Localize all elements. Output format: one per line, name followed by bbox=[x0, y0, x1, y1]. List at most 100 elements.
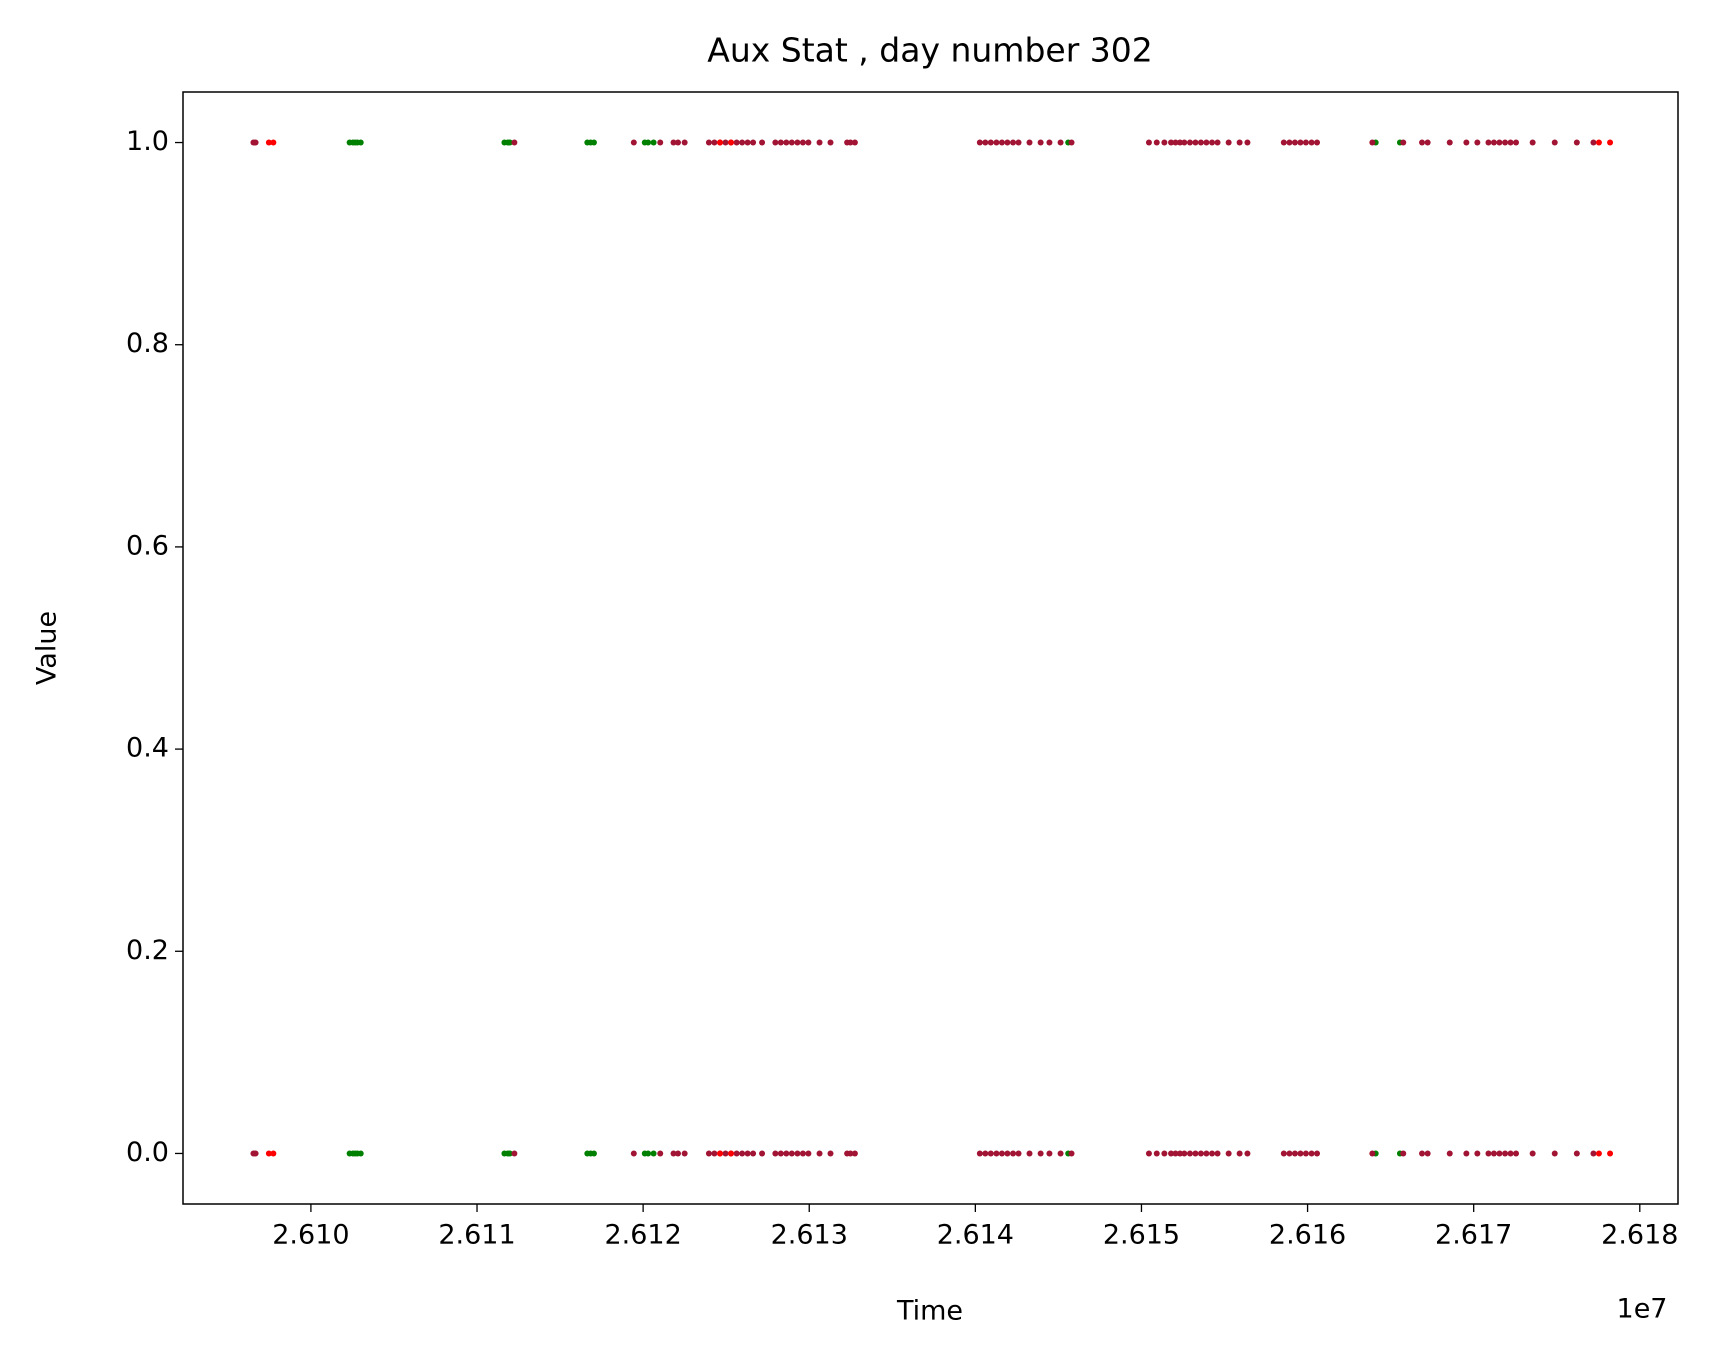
point bbox=[1291, 1150, 1298, 1157]
point bbox=[1297, 139, 1304, 146]
x-tick-label: 2.613 bbox=[771, 1220, 848, 1251]
point bbox=[670, 1150, 677, 1157]
point bbox=[1203, 1150, 1210, 1157]
point bbox=[1551, 1150, 1558, 1157]
point bbox=[675, 1150, 682, 1157]
point bbox=[1424, 1150, 1431, 1157]
point bbox=[1513, 139, 1520, 146]
point bbox=[976, 139, 983, 146]
point bbox=[645, 1150, 652, 1157]
point bbox=[1507, 139, 1514, 146]
point bbox=[998, 1150, 1005, 1157]
point bbox=[1286, 139, 1293, 146]
point bbox=[1590, 139, 1597, 146]
y-tick-label: 1.0 bbox=[126, 126, 169, 157]
point bbox=[788, 1150, 795, 1157]
x-tick-label: 2.618 bbox=[1601, 1220, 1678, 1251]
y-tick-label: 0.6 bbox=[126, 530, 169, 561]
x-axis-label: Time bbox=[896, 1296, 963, 1327]
point bbox=[1015, 139, 1022, 146]
y-tick-label: 0.8 bbox=[126, 328, 169, 359]
point bbox=[982, 1150, 989, 1157]
point bbox=[270, 139, 277, 146]
point bbox=[1485, 1150, 1492, 1157]
point bbox=[1209, 139, 1216, 146]
point bbox=[987, 1150, 994, 1157]
point bbox=[1057, 1150, 1064, 1157]
point bbox=[717, 139, 724, 146]
point bbox=[733, 1150, 740, 1157]
point bbox=[982, 139, 989, 146]
y-tick-label: 0.2 bbox=[126, 935, 169, 966]
point bbox=[728, 1150, 735, 1157]
point bbox=[1026, 139, 1033, 146]
point bbox=[1424, 139, 1431, 146]
point bbox=[847, 1150, 854, 1157]
point bbox=[1286, 1150, 1293, 1157]
point bbox=[788, 139, 795, 146]
y-tick-label: 0.0 bbox=[126, 1137, 169, 1168]
point bbox=[1192, 139, 1199, 146]
point bbox=[783, 1150, 790, 1157]
point bbox=[1496, 139, 1503, 146]
point bbox=[744, 1150, 751, 1157]
point bbox=[750, 139, 757, 146]
point bbox=[1068, 1150, 1075, 1157]
point bbox=[1214, 139, 1221, 146]
point bbox=[1203, 139, 1210, 146]
point bbox=[1236, 1150, 1243, 1157]
point bbox=[1186, 139, 1193, 146]
point bbox=[1168, 1150, 1175, 1157]
point bbox=[805, 1150, 812, 1157]
point bbox=[1400, 1150, 1407, 1157]
point bbox=[265, 1150, 272, 1157]
point bbox=[1145, 139, 1152, 146]
point bbox=[357, 139, 364, 146]
point bbox=[1026, 1150, 1033, 1157]
point bbox=[670, 139, 677, 146]
point bbox=[1145, 1150, 1152, 1157]
point bbox=[1496, 1150, 1503, 1157]
point bbox=[1308, 1150, 1315, 1157]
point bbox=[1297, 1150, 1304, 1157]
point bbox=[1197, 139, 1204, 146]
y-axis-label: Value bbox=[32, 611, 63, 685]
point bbox=[1573, 139, 1580, 146]
point bbox=[1595, 139, 1602, 146]
point bbox=[711, 1150, 718, 1157]
point bbox=[1046, 1150, 1053, 1157]
point bbox=[675, 139, 682, 146]
point bbox=[1513, 1150, 1520, 1157]
point bbox=[1474, 1150, 1481, 1157]
point bbox=[511, 1150, 518, 1157]
point bbox=[681, 1150, 688, 1157]
point bbox=[794, 139, 801, 146]
point bbox=[777, 1150, 784, 1157]
x-tick-label: 2.615 bbox=[1103, 1220, 1180, 1251]
point bbox=[1010, 1150, 1017, 1157]
point bbox=[1463, 139, 1470, 146]
point bbox=[794, 1150, 801, 1157]
point bbox=[1244, 1150, 1251, 1157]
point bbox=[847, 139, 854, 146]
x-tick-label: 2.617 bbox=[1435, 1220, 1512, 1251]
point bbox=[1037, 139, 1044, 146]
point bbox=[1490, 1150, 1497, 1157]
point bbox=[1172, 139, 1179, 146]
point bbox=[1236, 139, 1243, 146]
point bbox=[1502, 1150, 1509, 1157]
point bbox=[998, 139, 1005, 146]
point bbox=[1302, 1150, 1309, 1157]
x-tick-label: 2.612 bbox=[604, 1220, 681, 1251]
point bbox=[728, 139, 735, 146]
x-tick-label: 2.611 bbox=[438, 1220, 515, 1251]
point bbox=[506, 139, 513, 146]
point bbox=[1291, 139, 1298, 146]
point bbox=[799, 1150, 806, 1157]
point bbox=[681, 139, 688, 146]
point bbox=[1590, 1150, 1597, 1157]
point bbox=[816, 1150, 823, 1157]
point bbox=[805, 139, 812, 146]
